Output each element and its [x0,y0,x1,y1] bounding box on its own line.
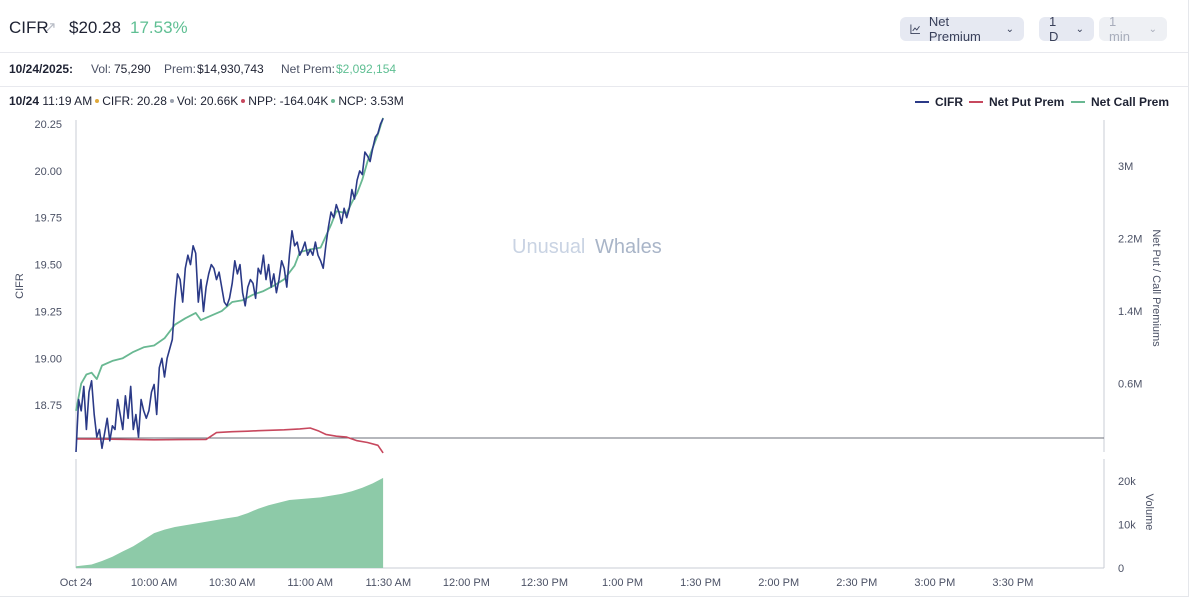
left-axis-tick-label: 20.25 [34,119,62,131]
range-dropdown-label: 1 D [1049,14,1059,44]
external-link-icon[interactable]: ↗ [44,19,57,36]
watermark-whales: Whales [595,236,662,258]
volume-axis-tick-label: 20k [1118,476,1136,488]
left-axis-tick-label: 19.75 [34,213,62,225]
dot-icon [331,98,336,103]
summary-net-prem-label: Net Prem: [281,62,336,76]
right-axis-ticks: 0.6M 1.4M 2.2M 3M [1118,161,1142,391]
chart-series [75,117,384,568]
header-bar: CIFR ↗ $20.28 17.53% Net Premium ⌄ 1 D ⌄… [0,0,1188,53]
last-price: $20.28 [69,18,121,37]
legend-item-cifr[interactable]: CIFR [915,95,963,109]
left-axis-title: CIFR [14,273,26,299]
summary-net-prem-value: $2,092,154 [336,62,397,76]
x-axis-tick-label: 3:30 PM [992,577,1033,589]
volume-axis-tick-label: 10k [1118,519,1136,531]
x-axis-tick-label: 12:30 PM [521,577,568,589]
x-axis-tick-label: 2:30 PM [836,577,877,589]
summary-date: 10/24/2025: [9,62,74,76]
legend-label: Net Put Prem [989,95,1065,109]
watermark-unusual: Unusual [512,236,585,258]
dot-icon [169,98,174,103]
legend-item-net-call-prem[interactable]: Net Call Prem [1071,95,1169,109]
x-axis-tick-label: 12:00 PM [443,577,490,589]
legend-swatch [915,101,929,103]
legend-swatch [969,101,983,103]
line-chart-icon [910,24,920,34]
day-summary-bar: 10/24/2025: Vol: 75,290 Prem: $14,930,74… [0,53,1188,87]
x-axis-tick-label: 11:30 AM [365,577,411,589]
x-axis-tick-label: 2:00 PM [758,577,799,589]
volume-axis-title: Volume [1143,494,1155,531]
right-axis-tick-label: 1.4M [1118,306,1142,318]
summary-vol-label: Vol: [91,62,112,76]
volume-axis-tick-label: 0 [1118,563,1124,575]
summary-prem-value: $14,930,743 [197,62,264,76]
interval-dropdown[interactable]: 1 min ⌄ [1099,14,1167,44]
interval-dropdown-label: 1 min [1109,14,1130,44]
x-axis-tick-label: 1:00 PM [602,577,643,589]
crosshair-readout: 10/24 11:19 AM CIFR: 20.28 Vol: 20.66K NPP:… [9,94,404,108]
x-axis-tick-label: 11:00 AM [287,577,333,589]
right-axis-tick-label: 3M [1118,161,1133,173]
dot-icon [241,98,246,103]
left-axis-tick-label: 20.00 [34,166,62,178]
right-axis-title: Net Put / Call Premiums [1150,229,1162,347]
summary-prem-label: Prem: [164,62,197,76]
legend-swatch [1071,101,1085,103]
x-axis-tick-label: 10:00 AM [131,577,177,589]
ticker-symbol[interactable]: CIFR [9,18,49,37]
volume-axis-ticks: 0 10k 20k [1118,476,1136,575]
left-axis-ticks: 18.75 19.00 19.25 19.50 19.75 20.00 20.25 [34,119,62,412]
x-axis-tick-label: Oct 24 [60,577,92,589]
net-put-prem-line [75,427,384,454]
readout-npp: NPP: -164.04K [248,94,329,108]
summary-vol-value: 75,290 [114,62,151,76]
right-axis-tick-label: 2.2M [1118,234,1142,246]
left-axis-tick-label: 19.25 [34,306,62,318]
readout-time: 11:19 AM [42,94,93,108]
chevron-down-icon: ⌄ [1148,23,1157,35]
right-axis-tick-label: 0.6M [1118,379,1142,391]
readout-date: 10/24 [9,94,40,108]
legend-label: Net Call Prem [1091,95,1170,109]
net-call-prem-line [75,117,384,411]
chevron-down-icon: ⌄ [1075,23,1084,35]
readout-cifr: CIFR: 20.28 [102,94,167,108]
readout-ncp: NCP: 3.53M [338,94,404,108]
left-axis-tick-label: 19.00 [34,353,62,365]
chevron-down-icon: ⌄ [1005,23,1014,35]
left-axis-tick-label: 18.75 [34,400,62,412]
dot-icon [95,98,100,103]
x-axis-tick-label: 1:30 PM [680,577,721,589]
legend-item-net-put-prem[interactable]: Net Put Prem [969,95,1064,109]
x-axis-ticks: Oct 24 10:00 AM 10:30 AM 11:00 AM 11:30 AM 12… [60,577,1034,589]
x-axis-tick-label: 3:00 PM [914,577,955,589]
left-axis-tick-label: 19.50 [34,260,62,272]
change-percent: 17.53% [130,18,188,37]
volume-area [76,477,384,568]
range-dropdown[interactable]: 1 D ⌄ [1039,14,1094,44]
legend-label: CIFR [935,95,963,109]
metric-dropdown[interactable]: Net Premium ⌄ [900,14,1024,44]
cifr-price-line [75,118,384,453]
readout-vol: Vol: 20.66K [176,94,239,108]
x-axis-tick-label: 10:30 AM [209,577,255,589]
metric-dropdown-label: Net Premium [928,14,981,44]
